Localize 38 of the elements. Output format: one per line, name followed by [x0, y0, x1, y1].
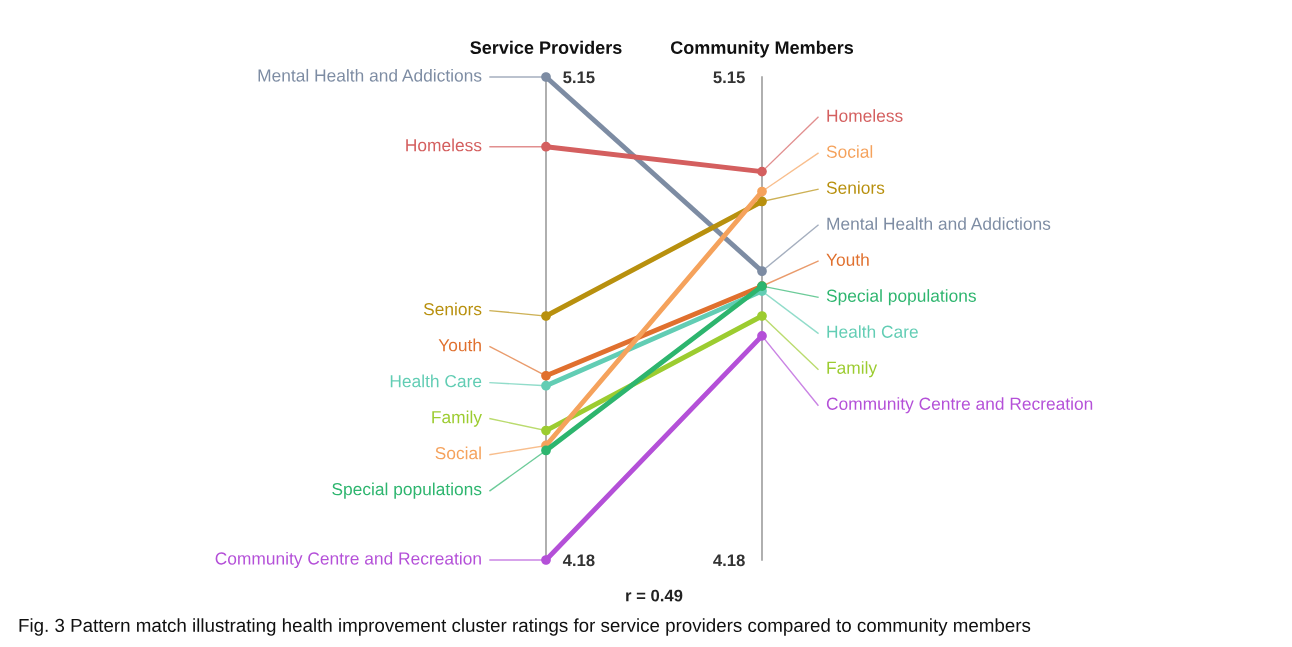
point: [757, 311, 767, 321]
legend-label: Community Centre and Recreation: [215, 551, 481, 569]
legend-label: Social: [435, 446, 481, 460]
text: Social: [826, 145, 873, 158]
legend-label: Family: [432, 410, 482, 427]
text: Special populations: [826, 289, 976, 306]
point: [757, 166, 767, 177]
x-tick-label: Service Providers: [470, 40, 622, 54]
point: [541, 72, 551, 82]
point: [541, 311, 551, 321]
legend-label: Homeless: [406, 138, 482, 152]
text: Health Care: [827, 325, 918, 338]
text: Seniors: [826, 181, 885, 194]
point: [541, 445, 551, 456]
point: [757, 186, 767, 197]
y2-tick-label: 5.15: [713, 71, 745, 84]
point: [541, 370, 551, 381]
text: Family: [827, 361, 878, 378]
text: r = 0.49: [626, 589, 683, 602]
point: [541, 555, 551, 565]
point: [757, 196, 767, 207]
x-tick-label: Community Members: [670, 40, 854, 58]
point: [541, 141, 551, 152]
legend-label: Seniors: [423, 302, 482, 316]
text: Youth: [438, 338, 481, 352]
point: [541, 380, 551, 391]
text: Homeless: [827, 109, 903, 122]
text: Community Centre and Recreation: [826, 397, 1093, 414]
y2-tick-label: 4.18: [713, 554, 745, 567]
point: [757, 266, 767, 277]
point: [541, 425, 551, 436]
legend-label: Mental Health and Addictions: [258, 68, 482, 82]
caption: Fig. 3 Pattern match illustrating health improvement cluster ratings for service providers compared to community members: [19, 618, 1031, 636]
text: Mental Health and Addictions: [827, 217, 1051, 230]
legend-label: Health Care: [390, 374, 482, 388]
text: Special populations: [332, 482, 482, 499]
point: [757, 331, 767, 341]
text: Youth: [826, 253, 869, 266]
